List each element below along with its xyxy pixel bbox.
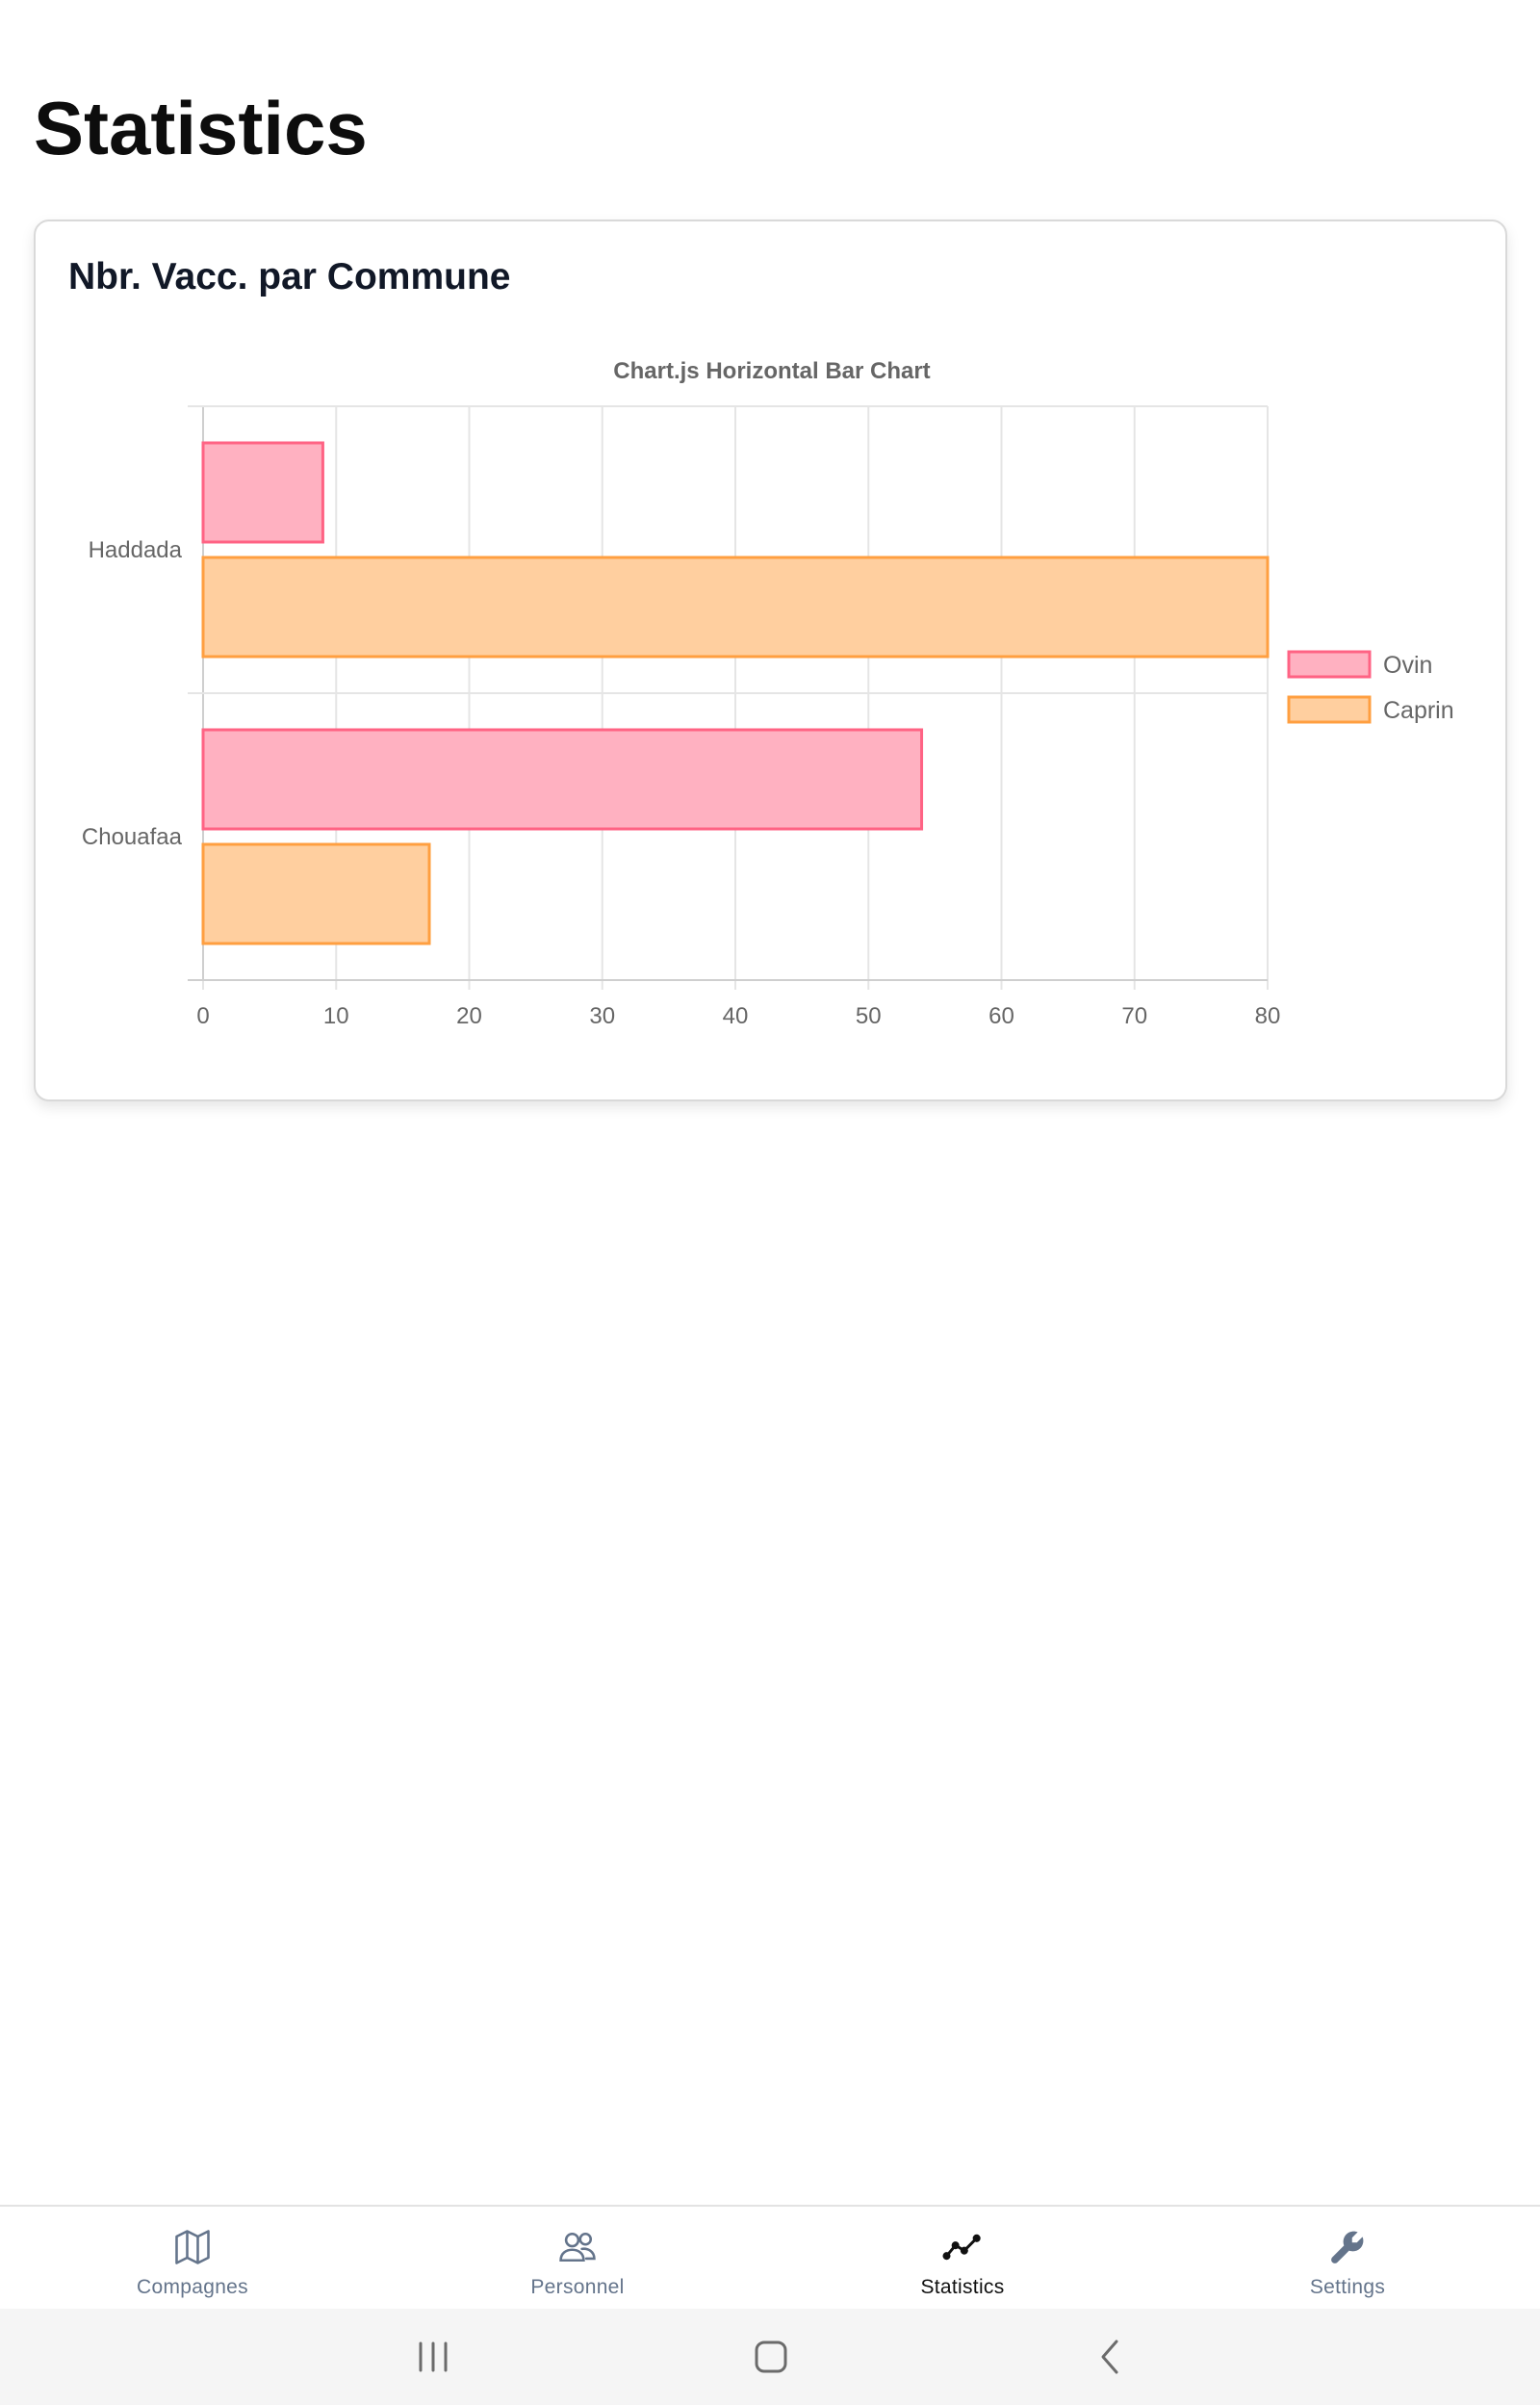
x-tick-label: 50 [856,1003,882,1029]
tab-compagnes[interactable]: Compagnes [0,2207,385,2309]
legend-swatch [1287,695,1372,724]
home-button[interactable] [713,2309,829,2405]
x-tick-label: 20 [456,1003,482,1029]
legend-label: Ovin [1383,652,1432,679]
x-tick-label: 0 [196,1003,209,1029]
legend-label: Caprin [1383,697,1454,724]
back-icon [1101,2340,1118,2374]
wrench-icon [1331,2231,1364,2263]
tab-label: Personnel [530,2276,625,2298]
recents-icon [419,2341,448,2372]
tab-label: Settings [1309,2276,1386,2298]
chart-card: Nbr. Vacc. par Commune Chart.js Horizont… [34,220,1507,1101]
horizontal-bar-chart: Chart.js Horizontal Bar Chart 0 10 20 30 40 50… [82,358,1454,1029]
x-tick-label: 60 [988,1003,1014,1029]
tab-personnel[interactable]: Personnel [385,2207,770,2309]
legend-swatch [1287,650,1372,679]
chart-title: Chart.js Horizontal Bar Chart [613,358,930,384]
tab-statistics[interactable]: Statistics [770,2207,1155,2309]
x-tick-label: 70 [1121,1003,1147,1029]
y-tick-label: Chouafaa [82,824,183,850]
map-icon [175,2230,210,2264]
home-icon [755,2340,787,2373]
back-button[interactable] [1052,2309,1168,2405]
page-title: Statistics [34,86,368,170]
bar [201,728,924,831]
x-tick-label: 10 [323,1003,349,1029]
x-tick-label: 30 [589,1003,615,1029]
bottom-tab-bar: Compagnes Personnel Statistics Settings [0,2205,1540,2309]
bar [201,842,431,945]
tab-settings[interactable]: Settings [1155,2207,1540,2309]
y-tick-label: Haddada [89,537,183,563]
bar [201,441,324,544]
x-tick-label: 80 [1255,1003,1281,1029]
trend-line-icon [942,2234,981,2261]
people-icon [559,2232,596,2263]
bar [201,556,1270,659]
card-title: Nbr. Vacc. par Commune [68,256,511,297]
system-navigation-bar [0,2309,1540,2405]
tab-label: Statistics [920,2276,1005,2298]
recents-button[interactable] [375,2309,491,2405]
tab-label: Compagnes [137,2276,248,2298]
x-tick-label: 40 [723,1003,749,1029]
